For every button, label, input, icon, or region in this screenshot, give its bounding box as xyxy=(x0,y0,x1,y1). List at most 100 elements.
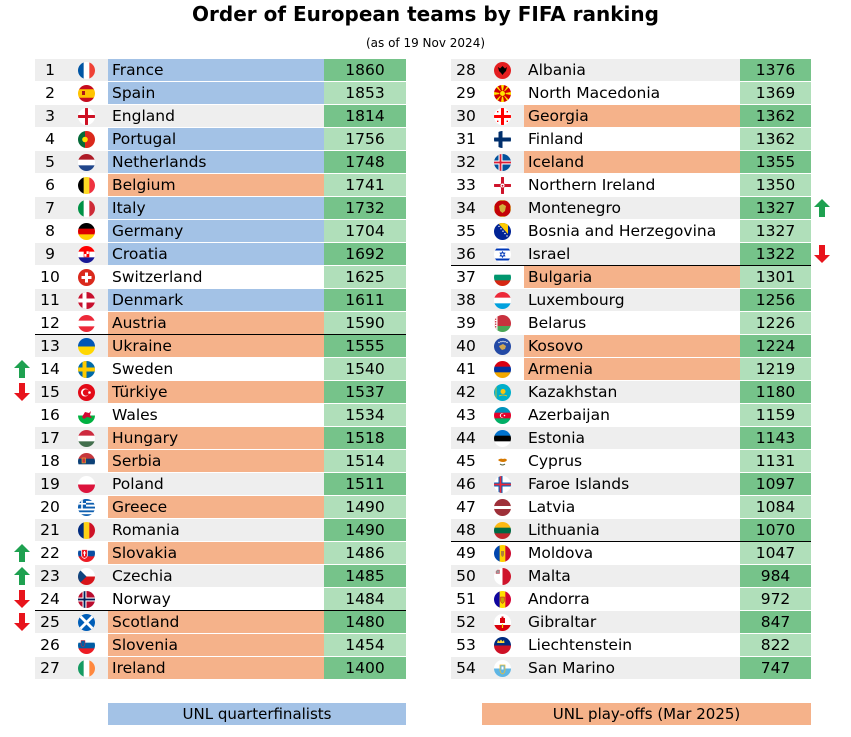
bulgaria-flag-icon xyxy=(494,269,511,286)
team-name-cell: Switzerland xyxy=(112,268,203,286)
table-row: 18 Serbia 1514 xyxy=(35,450,406,473)
points-cell: 1159 xyxy=(740,404,811,426)
rank-cell: 2 xyxy=(45,84,55,102)
rank-cell: 3 xyxy=(45,107,55,125)
malta-flag-icon xyxy=(494,568,511,585)
table-row: 51 Andorra 972 xyxy=(451,588,811,611)
team-name-cell: Moldova xyxy=(528,544,594,562)
points-cell: 1327 xyxy=(740,220,811,242)
table-row: 48 Lithuania 1070 xyxy=(451,519,811,542)
rank-cell: 6 xyxy=(45,176,55,194)
points-cell: 1756 xyxy=(324,128,406,150)
arrow-up-icon xyxy=(814,199,830,217)
arrow-down-icon xyxy=(814,245,830,263)
table-row: 14 Sweden 1540 xyxy=(35,358,406,381)
rank-cell: 54 xyxy=(456,659,476,677)
row-background xyxy=(451,59,811,81)
team-name-cell: Kazakhstan xyxy=(528,383,618,401)
table-row: 27 Ireland 1400 xyxy=(35,657,406,680)
table-row: 15 Türkiye 1537 xyxy=(35,381,406,404)
team-name-cell: Netherlands xyxy=(108,151,324,173)
table-row: 21 Romania 1490 xyxy=(35,519,406,542)
sanmarino-flag-icon xyxy=(494,660,511,677)
points-cell: 1180 xyxy=(740,381,811,403)
row-background xyxy=(451,473,811,495)
france-flag-icon xyxy=(78,62,95,79)
arrow-up-icon xyxy=(14,360,30,378)
group-separator xyxy=(35,610,406,611)
row-background xyxy=(35,105,406,127)
row-background xyxy=(35,404,406,426)
points-cell: 1625 xyxy=(324,266,406,288)
row-background xyxy=(35,588,406,610)
points-cell: 1555 xyxy=(324,335,406,357)
ranking-table-right: 28 Albania 1376 29 North Macedonia 1369 30 Geor… xyxy=(451,59,811,680)
england-flag-icon xyxy=(78,108,95,125)
team-name-cell: Belgium xyxy=(108,174,324,196)
points-cell: 1611 xyxy=(324,289,406,311)
azerbaijan-flag-icon xyxy=(494,407,511,424)
team-name-cell: Wales xyxy=(112,406,158,424)
rank-cell: 16 xyxy=(40,406,60,424)
norway-flag-icon xyxy=(78,591,95,608)
points-cell: 1097 xyxy=(740,473,811,495)
turkiye-flag-icon xyxy=(78,384,95,401)
rank-cell: 52 xyxy=(456,613,476,631)
table-row: 33 Northern Ireland 1350 xyxy=(451,174,811,197)
team-name-cell: Greece xyxy=(108,496,324,518)
team-name-cell: Ukraine xyxy=(108,335,324,357)
row-background xyxy=(451,220,811,242)
table-row: 37 Bulgaria 1301 xyxy=(451,266,811,289)
wales-flag-icon xyxy=(78,407,95,424)
points-cell: 1748 xyxy=(324,151,406,173)
rank-cell: 48 xyxy=(456,521,476,539)
points-cell: 1143 xyxy=(740,427,811,449)
liechtenstein-flag-icon xyxy=(494,637,511,654)
israel-flag-icon xyxy=(494,246,511,263)
team-name-cell: Israel xyxy=(528,245,571,263)
team-name-cell: Latvia xyxy=(528,498,576,516)
rank-cell: 11 xyxy=(40,291,60,309)
team-name-cell: Slovenia xyxy=(108,634,324,656)
points-cell: 1537 xyxy=(324,381,406,403)
row-background xyxy=(451,588,811,610)
kazakhstan-flag-icon xyxy=(494,384,511,401)
points-cell: 1486 xyxy=(324,542,406,564)
team-name-cell: Austria xyxy=(108,312,324,334)
rank-cell: 44 xyxy=(456,429,476,447)
table-row: 8 Germany 1704 xyxy=(35,220,406,243)
team-name-cell: France xyxy=(108,59,324,81)
points-cell: 1590 xyxy=(324,312,406,334)
row-background xyxy=(451,243,811,265)
bosnia-flag-icon xyxy=(494,223,511,240)
team-name-cell: Iceland xyxy=(524,151,740,173)
rank-cell: 49 xyxy=(456,544,476,562)
rank-cell: 42 xyxy=(456,383,476,401)
team-name-cell: Armenia xyxy=(524,358,740,380)
group-separator xyxy=(35,334,406,335)
points-cell: 1692 xyxy=(324,243,406,265)
row-background xyxy=(451,128,811,150)
team-name-cell: Bulgaria xyxy=(524,266,740,288)
points-cell: 1490 xyxy=(324,519,406,541)
team-name-cell: Faroe Islands xyxy=(528,475,630,493)
table-row: 42 Kazakhstan 1180 xyxy=(451,381,811,404)
row-background xyxy=(451,381,811,403)
row-background xyxy=(35,358,406,380)
team-name-cell: Czechia xyxy=(112,567,173,585)
table-row: 26 Slovenia 1454 xyxy=(35,634,406,657)
rank-cell: 7 xyxy=(45,199,55,217)
iceland-flag-icon xyxy=(494,154,511,171)
rank-cell: 47 xyxy=(456,498,476,516)
lithuania-flag-icon xyxy=(494,522,511,539)
row-background xyxy=(35,565,406,587)
rank-cell: 41 xyxy=(456,360,476,378)
table-row: 19 Poland 1511 xyxy=(35,473,406,496)
table-row: 34 Montenegro 1327 xyxy=(451,197,811,220)
table-row: 2 Spain 1853 xyxy=(35,82,406,105)
points-cell: 1047 xyxy=(740,542,811,564)
team-name-cell: Albania xyxy=(528,61,586,79)
team-name-cell: Italy xyxy=(108,197,324,219)
rank-cell: 4 xyxy=(45,130,55,148)
arrow-down-icon xyxy=(14,613,30,631)
